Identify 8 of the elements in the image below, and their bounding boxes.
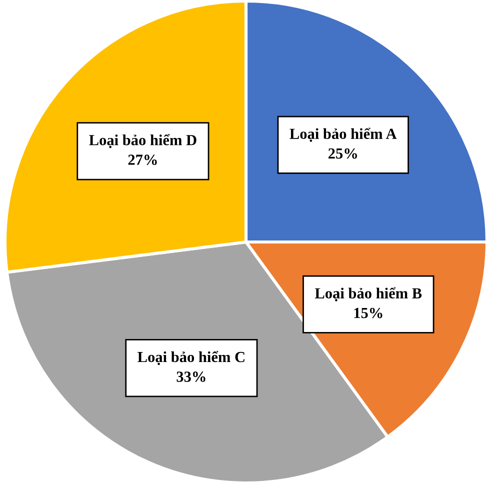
slice-label: Loại bảo hiểm C <box>138 350 244 366</box>
data-label: 25% <box>328 148 357 159</box>
data-label: 27% <box>128 154 157 165</box>
slice-label: Loại bảo hiểm B <box>314 287 422 302</box>
data-label: 15% <box>354 308 382 318</box>
slice-label: Loại bảo hiểm A <box>290 128 397 142</box>
slice-label: Loại bảo hiểm D <box>89 134 196 148</box>
data-label: 33% <box>176 372 206 382</box>
